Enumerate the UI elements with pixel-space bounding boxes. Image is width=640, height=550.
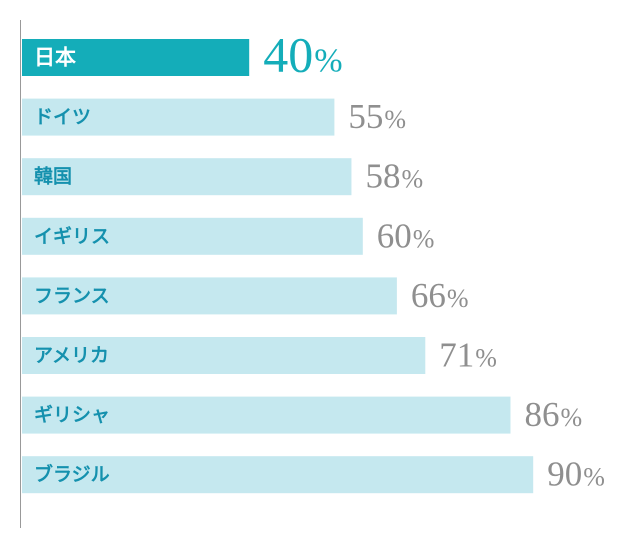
- bar-label-5: アメリカ: [34, 345, 109, 367]
- bar-2: [22, 158, 352, 196]
- bar-0: [22, 39, 250, 76]
- value-label-0: 40%: [263, 27, 342, 83]
- bar-label-4: フランス: [34, 285, 110, 307]
- value-number-2: 58: [365, 157, 400, 196]
- value-suffix-2: %: [401, 165, 423, 194]
- bar-label-3: イギリス: [34, 225, 110, 247]
- bar-label-7: ブラジル: [34, 463, 110, 486]
- bar-6: [22, 396, 511, 434]
- value-suffix-6: %: [560, 403, 582, 432]
- bar-3: [22, 217, 363, 255]
- bar-5: [22, 337, 426, 374]
- value-label-4: 66%: [411, 276, 469, 315]
- value-label-6: 86%: [524, 395, 582, 434]
- value-suffix-3: %: [413, 224, 435, 253]
- value-number-7: 90: [547, 455, 582, 494]
- value-suffix-0: %: [314, 43, 342, 80]
- bar-1: [22, 98, 335, 136]
- value-suffix-7: %: [583, 463, 605, 492]
- value-number-1: 55: [348, 97, 383, 136]
- value-suffix-4: %: [447, 284, 469, 313]
- bar-label-1: ドイツ: [34, 106, 91, 128]
- bar-label-2: 韓国: [34, 165, 72, 188]
- bar-7: [22, 456, 534, 494]
- value-label-1: 55%: [348, 97, 406, 136]
- bars-group: 日本 40% ドイツ 55% 韓国 58% イギリス 60% フランス 66% アメリカ 71% ギリシ…: [22, 27, 605, 494]
- value-suffix-1: %: [384, 105, 406, 134]
- value-number-4: 66: [411, 276, 446, 315]
- bar-4: [22, 277, 397, 315]
- value-number-5: 71: [439, 336, 474, 375]
- value-label-2: 58%: [365, 157, 423, 196]
- value-label-3: 60%: [377, 216, 435, 255]
- bar-label-0: 日本: [34, 46, 76, 70]
- value-label-5: 71%: [439, 336, 497, 375]
- value-number-6: 86: [524, 395, 559, 434]
- value-number-3: 60: [377, 216, 412, 255]
- value-number-0: 40: [263, 27, 313, 83]
- value-suffix-5: %: [475, 344, 497, 373]
- value-label-7: 90%: [547, 455, 605, 494]
- bar-label-6: ギリシャ: [34, 404, 110, 426]
